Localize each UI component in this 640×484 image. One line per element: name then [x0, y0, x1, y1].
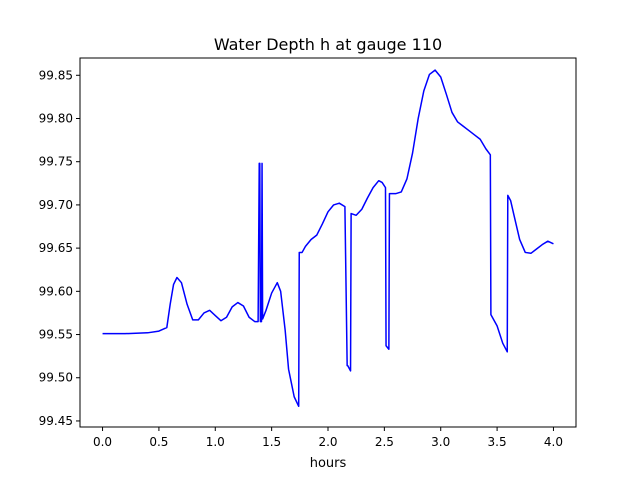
x-tick-label: 3.0 — [431, 435, 450, 449]
x-tick-label: 2.5 — [375, 435, 394, 449]
x-axis-label: hours — [310, 456, 347, 471]
x-tick-label: 1.0 — [206, 435, 225, 449]
x-tick-label: 4.0 — [544, 435, 563, 449]
y-tick-label: 99.70 — [39, 198, 73, 212]
chart-title: Water Depth h at gauge 110 — [214, 35, 442, 54]
y-tick-label: 99.75 — [39, 155, 73, 169]
y-axis: 99.45 99.50 99.55 99.60 99.65 99.70 99.75 99.80… — [39, 68, 80, 428]
y-tick-label: 99.85 — [39, 68, 73, 82]
x-tick-label: 2.0 — [318, 435, 337, 449]
series-line — [102, 69, 554, 408]
x-axis: 0.0 0.5 1.0 1.5 2.0 2.5 3.0 3.5 4.0 — [93, 427, 563, 449]
x-tick-label: 0.5 — [149, 435, 168, 449]
y-tick-label: 99.50 — [39, 371, 73, 385]
y-tick-label: 99.55 — [39, 328, 73, 342]
x-tick-label: 0.0 — [93, 435, 112, 449]
y-tick-label: 99.80 — [39, 111, 73, 125]
x-tick-label: 1.5 — [262, 435, 281, 449]
x-tick-label: 3.5 — [488, 435, 507, 449]
y-tick-label: 99.60 — [39, 284, 73, 298]
series-layer — [102, 69, 554, 408]
y-tick-label: 99.45 — [39, 414, 73, 428]
y-tick-label: 99.65 — [39, 241, 73, 255]
